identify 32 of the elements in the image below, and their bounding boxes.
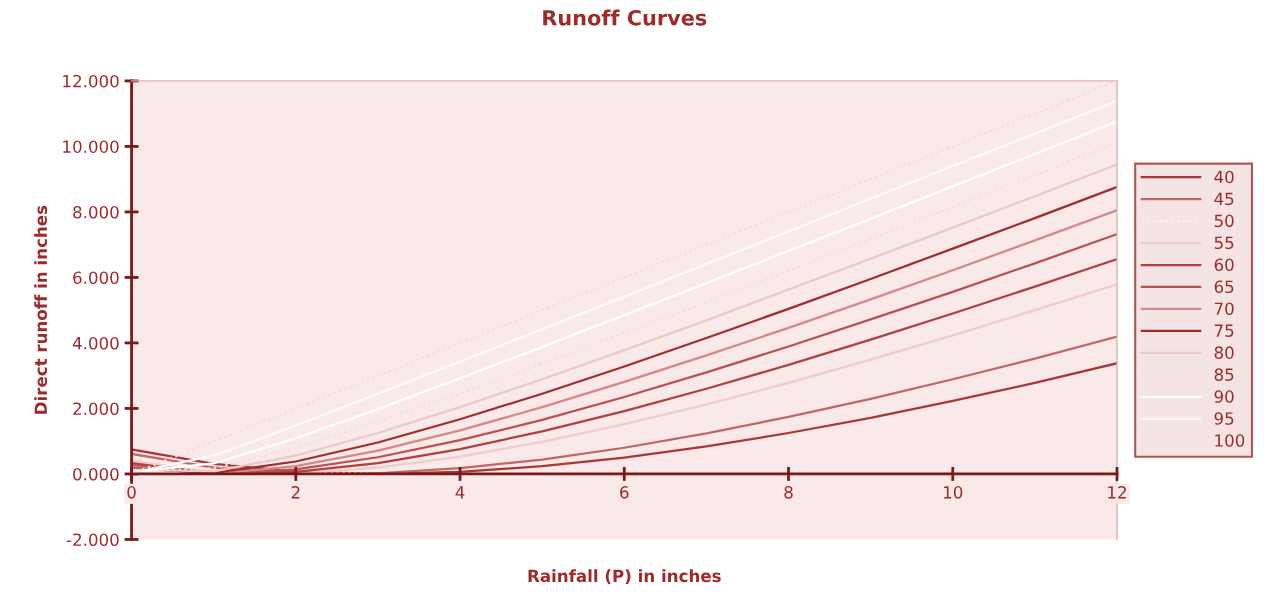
y-tick-label: 10.000 — [63, 140, 119, 153]
x-tick-label: 8 — [784, 486, 793, 499]
legend-label: 70 — [1214, 302, 1234, 316]
legend-label: 40 — [1214, 170, 1234, 184]
legend-label: 45 — [1214, 192, 1234, 206]
x-tick-label: 0 — [127, 486, 136, 499]
x-tick-label: 12 — [1108, 486, 1126, 499]
y-tick-label: 0.000 — [73, 467, 119, 481]
y-tick-label: 4.000 — [72, 336, 119, 350]
legend-label: 75 — [1214, 324, 1234, 337]
legend-label: 60 — [1214, 258, 1234, 272]
x-axis-title: Rainfall (P) in inches — [528, 569, 721, 585]
y-tick-label: -2.000 — [66, 533, 119, 547]
legend-label: 50 — [1214, 214, 1234, 228]
chart-title: Runoff Curves — [543, 9, 707, 26]
legend-label: 90 — [1214, 390, 1234, 403]
y-tick-label: 2.000 — [73, 402, 119, 415]
legend-label: 55 — [1214, 236, 1234, 250]
x-tick-label: 6 — [620, 486, 629, 499]
x-tick-label: 4 — [455, 486, 465, 499]
y-tick-label: 6.000 — [73, 271, 119, 284]
legend-label: 100 — [1215, 434, 1245, 447]
y-tick-label: 8.000 — [73, 205, 119, 219]
legend-label: 85 — [1214, 368, 1234, 381]
legend-label: 80 — [1214, 346, 1234, 359]
legend-label: 65 — [1214, 280, 1234, 294]
legend-label: 95 — [1214, 412, 1234, 425]
x-tick-label: 2 — [291, 486, 300, 499]
y-tick-label: 12.000 — [63, 74, 119, 88]
x-tick-label: 10 — [943, 486, 963, 499]
line-series — [131, 335, 1117, 475]
y-axis-title: Direct runoff in inches — [34, 205, 48, 414]
